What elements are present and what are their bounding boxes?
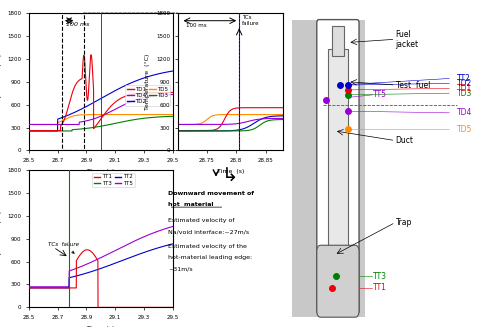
X-axis label: Time  (s): Time (s) xyxy=(87,169,115,174)
Text: TT1: TT1 xyxy=(372,283,386,292)
Text: TD1: TD1 xyxy=(457,84,472,93)
FancyBboxPatch shape xyxy=(317,20,359,314)
Text: TT2: TT2 xyxy=(457,74,471,83)
Text: TCs
failure: TCs failure xyxy=(242,15,260,26)
Text: Estimated velocity of the: Estimated velocity of the xyxy=(168,244,247,249)
Text: TD4: TD4 xyxy=(457,108,472,117)
Y-axis label: Temperature  (°C): Temperature (°C) xyxy=(0,54,1,110)
Text: hot-material leading edge:: hot-material leading edge: xyxy=(168,255,252,260)
Legend: TT1, TT3, TT2, TT5: TT1, TT3, TT2, TT5 xyxy=(92,173,134,187)
Bar xyxy=(292,20,365,317)
Text: Test  fuel: Test fuel xyxy=(396,80,430,90)
Text: TCs  failure: TCs failure xyxy=(48,242,79,253)
FancyBboxPatch shape xyxy=(317,245,359,317)
Text: ~31m/s: ~31m/s xyxy=(168,266,193,271)
Text: TT3: TT3 xyxy=(372,272,386,281)
Legend: TD1, TD4, TD2, TD5, TD3: TD1, TD4, TD2, TD5, TD3 xyxy=(125,85,170,106)
Text: ↳: ↳ xyxy=(222,167,239,186)
Text: hot  material: hot material xyxy=(168,202,214,207)
Text: 100 ms: 100 ms xyxy=(66,22,89,27)
Y-axis label: Temperature  (°C): Temperature (°C) xyxy=(0,211,1,267)
Bar xyxy=(332,26,344,56)
Text: Downward movement of: Downward movement of xyxy=(168,191,254,196)
Text: 100 ms: 100 ms xyxy=(186,23,207,28)
Text: Fuel
jacket: Fuel jacket xyxy=(396,29,419,49)
Text: TD2: TD2 xyxy=(457,79,472,88)
Bar xyxy=(62,13,84,150)
Text: Estimated velocity of: Estimated velocity of xyxy=(168,218,235,223)
X-axis label: Time  (s): Time (s) xyxy=(87,326,115,327)
X-axis label: Time  (s): Time (s) xyxy=(216,169,244,174)
Text: Duct: Duct xyxy=(396,136,413,145)
Text: TD5: TD5 xyxy=(457,125,472,134)
Text: TT5: TT5 xyxy=(372,90,386,99)
Text: TD3: TD3 xyxy=(457,89,472,98)
Text: Trap: Trap xyxy=(396,218,412,227)
Y-axis label: Temperature  (°C): Temperature (°C) xyxy=(145,54,150,110)
Bar xyxy=(328,49,348,262)
Text: Na/void interface:~27m/s: Na/void interface:~27m/s xyxy=(168,229,250,234)
